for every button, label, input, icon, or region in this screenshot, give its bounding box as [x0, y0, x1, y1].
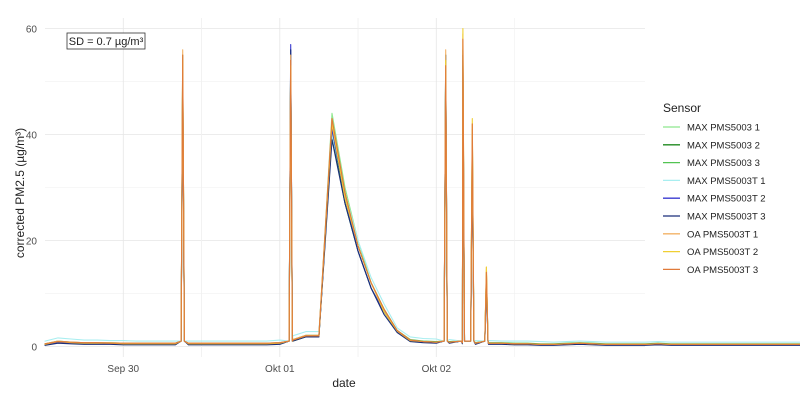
legend-title: Sensor	[663, 101, 701, 115]
legend-item-label: MAX PMS5003 1	[687, 123, 760, 134]
sd-annotation-text: SD = 0.7 µg/m³	[69, 36, 144, 48]
series-layer	[44, 28, 800, 346]
y-tick-label: 0	[31, 342, 37, 353]
sd-annotation-box	[66, 32, 146, 50]
legend-item-label: OA PMS5003T 2	[687, 247, 758, 258]
x-tick-label: Sep 30	[107, 364, 139, 375]
legend-item-label: OA PMS5003T 1	[687, 229, 758, 240]
legend-item-label: MAX PMS5003 3	[687, 158, 760, 169]
x-axis-title: date	[332, 376, 356, 390]
series-line	[44, 33, 800, 345]
y-tick-label: 60	[26, 25, 38, 36]
series-line	[44, 38, 800, 345]
y-tick-label: 40	[26, 131, 38, 142]
x-tick-label: Okt 01	[265, 364, 295, 375]
y-tick-label: 20	[26, 236, 38, 247]
legend: MAX PMS5003 1 MAX PMS5003 2 MAX PMS5003 3 M…	[663, 123, 766, 276]
y-axis-title: corrected PM2.5 (µg/m³)	[13, 128, 27, 258]
legend-item-label: MAX PMS5003T 3	[687, 212, 766, 223]
legend-item-label: MAX PMS5003T 1	[687, 176, 766, 187]
legend-item-label: MAX PMS5003T 2	[687, 194, 766, 205]
legend-item-label: MAX PMS5003 2	[687, 140, 760, 151]
legend-item-label: OA PMS5003T 3	[687, 265, 758, 276]
grid-layer	[45, 18, 645, 357]
axis-layer: 0 20 40 60 Sep 30 Okt 01 Okt 02	[26, 25, 452, 375]
x-tick-label: Okt 02	[422, 364, 452, 375]
